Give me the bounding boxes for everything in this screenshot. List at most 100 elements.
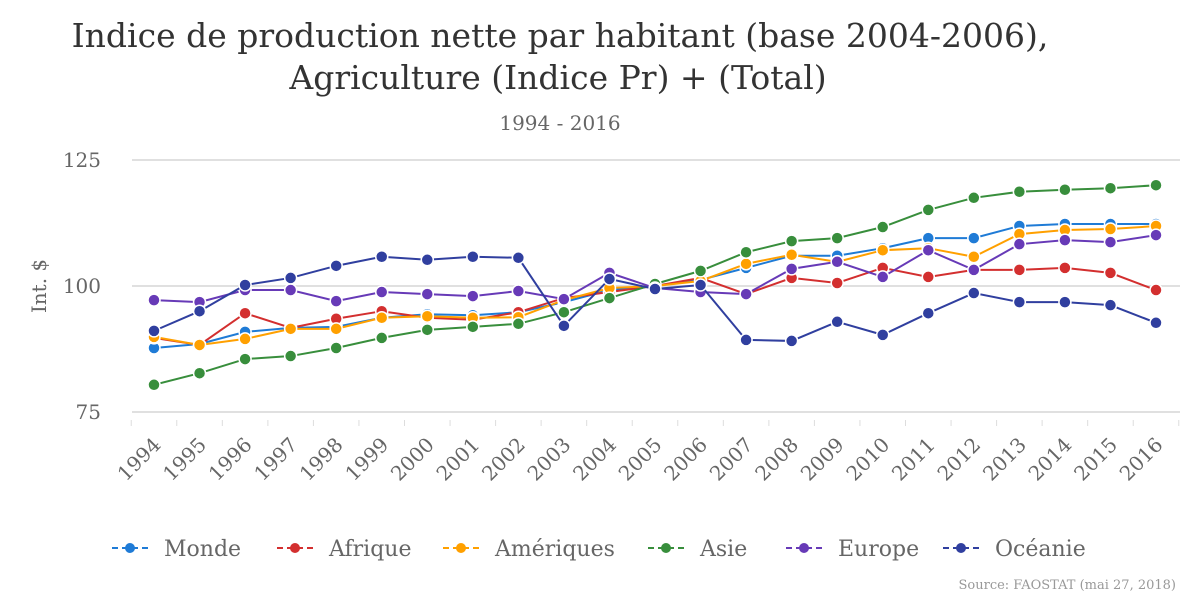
- data-point[interactable]: Océanie 2003: 92.1: [557, 319, 571, 333]
- data-point[interactable]: Océanie 1994: 91.1: [147, 324, 161, 338]
- data-point[interactable]: Amériques 1995: 88.3: [192, 338, 207, 352]
- data-point[interactable]: Afrique 2011: 101.8: [921, 270, 936, 284]
- legend-marker: [661, 543, 671, 553]
- data-point[interactable]: Asie 2000: 91.3: [420, 323, 435, 337]
- data-point[interactable]: Océanie 2009: 92.9: [830, 315, 844, 329]
- data-point[interactable]: Amériques 2008: 106.2: [784, 248, 799, 262]
- legend-marker: [290, 543, 300, 553]
- data-point[interactable]: Asie 2011: 115.1: [921, 203, 936, 217]
- data-point[interactable]: Océanie 2000: 105.2: [420, 253, 435, 267]
- data-point[interactable]: Asie 2002: 92.5: [511, 317, 526, 331]
- legend-item-afrique[interactable]: Afrique: [277, 537, 411, 562]
- x-tick-label: 2001: [431, 433, 484, 486]
- data-point[interactable]: Europe 2016: 110.1: [1149, 228, 1163, 242]
- data-point[interactable]: Afrique 1996: 94.6: [238, 306, 252, 320]
- data-point[interactable]: Asie 2010: 111.7: [875, 220, 890, 234]
- data-point[interactable]: Océanie 2007: 89.3: [739, 333, 753, 347]
- data-point[interactable]: Asie 2014: 119.1: [1058, 182, 1072, 197]
- data-point[interactable]: Amériques 1998: 91.5: [329, 322, 343, 336]
- data-point[interactable]: Océanie 1997: 101.6: [283, 271, 298, 285]
- legend-item-monde[interactable]: Monde: [112, 537, 241, 562]
- data-point[interactable]: Europe 1998: 97: [329, 294, 343, 308]
- data-point[interactable]: Europe 2015: 108.7: [1103, 235, 1118, 249]
- data-point[interactable]: Asie 2003: 94.8: [557, 305, 571, 319]
- data-point[interactable]: Asie 2012: 117.5: [967, 191, 981, 205]
- data-point[interactable]: Europe 2001: 98: [466, 289, 480, 303]
- x-tick-label: 1994: [113, 433, 166, 486]
- legend-item-asie[interactable]: Asie: [648, 537, 747, 562]
- data-point[interactable]: Océanie 2006: 100.2: [693, 278, 708, 292]
- data-point[interactable]: Amériques 2000: 94: [420, 309, 435, 323]
- data-point[interactable]: Afrique 2013: 103.2: [1012, 263, 1027, 277]
- legend-marker: [956, 543, 966, 553]
- legend-marker: [799, 543, 809, 553]
- data-point[interactable]: Océanie 2002: 105.6: [511, 251, 526, 265]
- data-point[interactable]: Asie 1994: 80.4: [147, 378, 161, 392]
- data-point[interactable]: Europe 2002: 99: [511, 284, 526, 298]
- data-point[interactable]: Europe 2012: 103.2: [967, 263, 981, 277]
- data-point[interactable]: Asie 2001: 91.9: [466, 320, 480, 334]
- data-point[interactable]: Europe 2013: 108.3: [1012, 237, 1027, 251]
- legend-item-amériques[interactable]: Amériques: [443, 537, 615, 562]
- data-point[interactable]: Europe 1997: 99.2: [283, 283, 298, 297]
- data-point[interactable]: Océanie 2001: 105.8: [466, 250, 480, 264]
- data-point[interactable]: Océanie 2015: 96.2: [1103, 298, 1118, 312]
- data-point[interactable]: Monde 2012: 109.5: [967, 231, 981, 245]
- data-point[interactable]: Océanie 1999: 105.8: [374, 250, 389, 264]
- data-point[interactable]: Europe 2009: 104.8: [830, 255, 844, 269]
- x-tick-label: 2005: [614, 433, 667, 486]
- data-point[interactable]: Océanie 1995: 95: [192, 304, 207, 318]
- data-point[interactable]: Europe 2007: 98.4: [739, 287, 753, 301]
- data-point[interactable]: Océanie 2005: 99.4: [648, 282, 662, 296]
- data-point[interactable]: Océanie 2008: 89.1: [784, 334, 799, 348]
- data-point[interactable]: Océanie 2010: 90.3: [875, 328, 890, 342]
- data-point[interactable]: Europe 2008: 103.4: [784, 262, 799, 276]
- data-point[interactable]: Asie 2013: 118.7: [1012, 185, 1027, 199]
- data-point[interactable]: Asie 2016: 120: [1149, 178, 1163, 192]
- legend-label: Europe: [838, 537, 919, 562]
- data-point[interactable]: Océanie 1998: 104: [329, 259, 343, 273]
- data-point[interactable]: Asie 2009: 109.5: [830, 231, 844, 245]
- data-point[interactable]: Amériques 1997: 91.5: [283, 322, 298, 336]
- data-point[interactable]: Asie 1996: 85.5: [238, 352, 252, 366]
- data-point[interactable]: Océanie 2016: 92.7: [1149, 316, 1163, 330]
- data-point[interactable]: Océanie 2011: 94.6: [921, 306, 936, 320]
- data-point[interactable]: Océanie 2012: 98.6: [967, 286, 981, 300]
- data-point[interactable]: Océanie 2013: 96.8: [1012, 295, 1027, 309]
- data-point[interactable]: Asie 1995: 82.7: [192, 366, 207, 380]
- legend-item-europe[interactable]: Europe: [786, 537, 919, 562]
- data-point[interactable]: Europe 2011: 107.1: [921, 243, 936, 257]
- data-point[interactable]: Asie 1998: 87.7: [329, 341, 343, 355]
- data-point[interactable]: Afrique 2016: 99.2: [1149, 283, 1163, 297]
- data-point[interactable]: Asie 1999: 89.7: [374, 331, 389, 345]
- data-point[interactable]: Europe 2010: 101.8: [875, 270, 890, 284]
- data-point[interactable]: Océanie 1996: 100.2: [238, 278, 252, 292]
- data-point[interactable]: Amériques 2015: 111.3: [1103, 222, 1118, 236]
- legend-item-océanie[interactable]: Océanie: [943, 537, 1086, 562]
- data-point[interactable]: Afrique 2015: 102.6: [1103, 266, 1118, 280]
- data-point[interactable]: Europe 2000: 98.4: [420, 287, 435, 301]
- data-point[interactable]: Europe 2003: 97.4: [557, 292, 571, 306]
- data-point[interactable]: Asie 2008: 108.9: [784, 234, 799, 248]
- data-point[interactable]: Europe 1994: 97.2: [147, 293, 161, 307]
- legend-label: Amériques: [494, 537, 615, 562]
- data-point[interactable]: Asie 2006: 103: [693, 264, 708, 278]
- data-point[interactable]: Amériques 2010: 107.1: [875, 243, 890, 257]
- data-point[interactable]: Asie 2007: 106.7: [739, 245, 753, 259]
- data-point[interactable]: Océanie 2014: 96.8: [1058, 295, 1072, 309]
- data-point[interactable]: Amériques 2007: 104.4: [739, 257, 753, 271]
- data-point[interactable]: Afrique 2014: 103.6: [1058, 261, 1072, 275]
- data-point[interactable]: Amériques 1999: 93.7: [374, 311, 389, 325]
- data-point[interactable]: Europe 1999: 98.8: [374, 285, 389, 299]
- data-point[interactable]: Asie 2015: 119.4: [1103, 181, 1118, 195]
- legend-label: Asie: [699, 537, 747, 562]
- data-point[interactable]: Asie 2004: 97.6: [602, 291, 617, 305]
- data-point[interactable]: Amériques 2012: 105.8: [967, 250, 981, 264]
- data-point[interactable]: Europe 2014: 109.1: [1058, 233, 1072, 247]
- data-point[interactable]: Océanie 2004: 101.4: [602, 272, 617, 286]
- data-point[interactable]: Afrique 2009: 100.6: [830, 276, 844, 290]
- x-tick-label: 2003: [522, 433, 575, 486]
- series-asie: Asie 1994: 80.4 Asie 1995: 82.7 Asie 1996:…: [147, 178, 1163, 392]
- data-point[interactable]: Amériques 1996: 89.5: [238, 332, 252, 346]
- data-point[interactable]: Asie 1997: 86.1: [283, 349, 298, 363]
